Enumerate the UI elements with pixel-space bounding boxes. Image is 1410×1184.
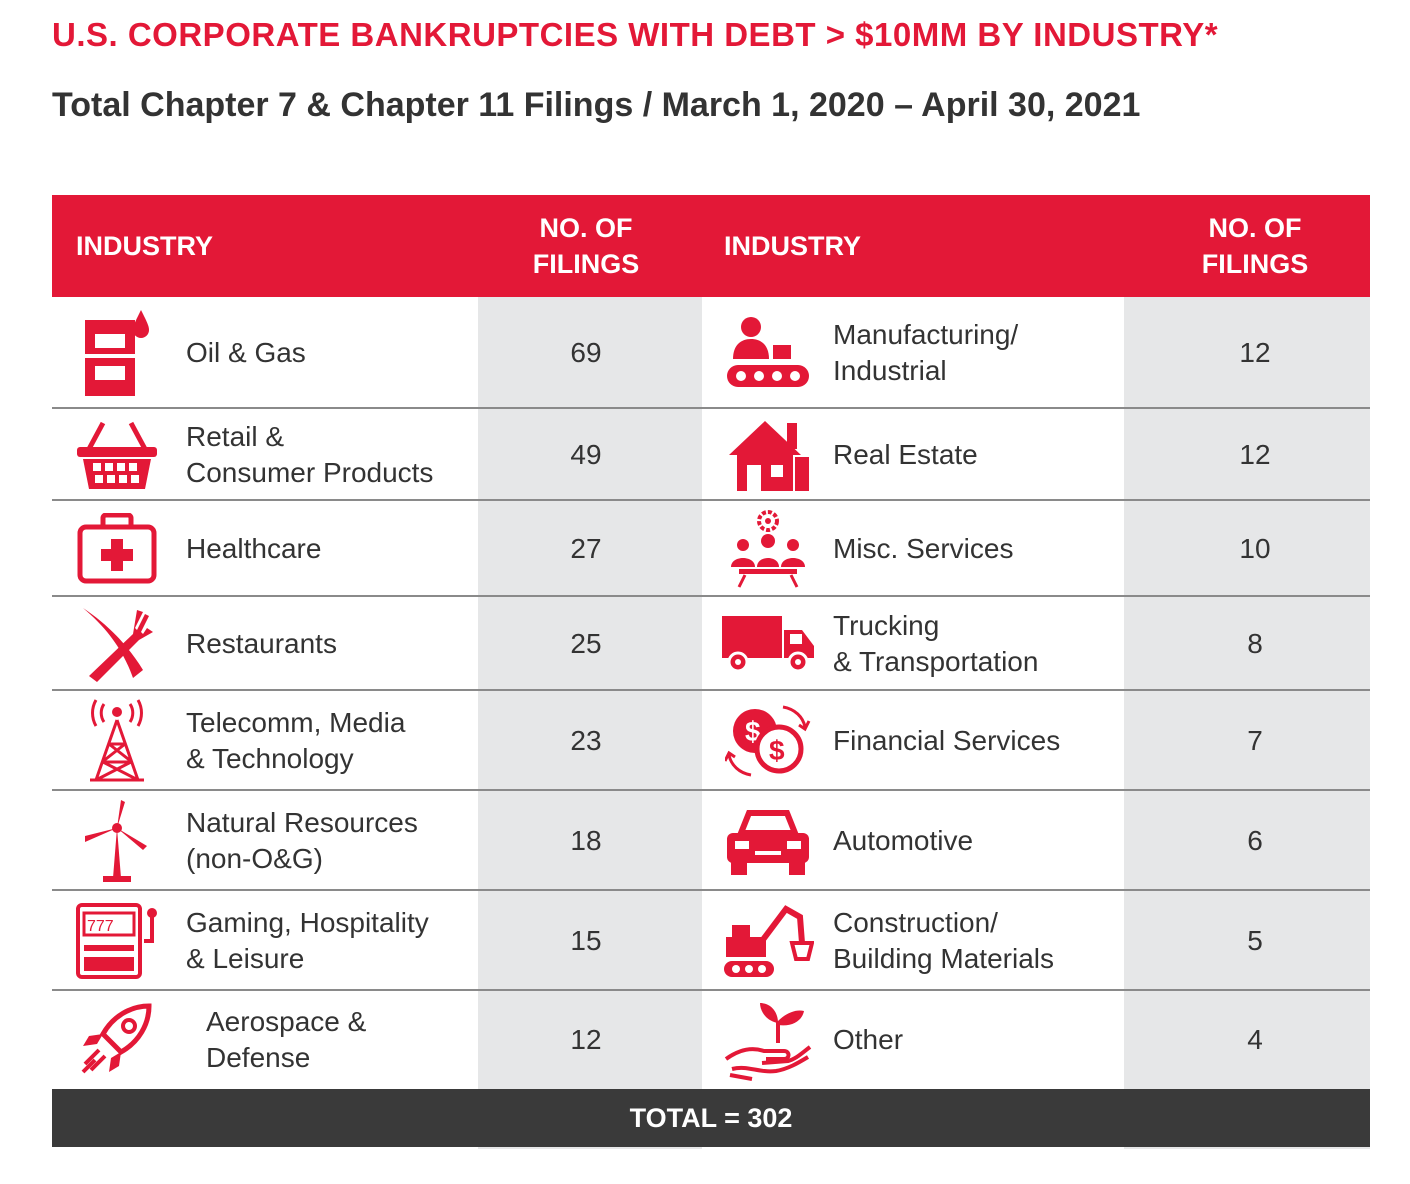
car-icon	[720, 791, 816, 891]
page-subtitle: Total Chapter 7 & Chapter 11 Filings / M…	[52, 86, 1141, 124]
header-filings-right: NO. OF FILINGS	[1201, 213, 1309, 279]
filings-count: 25	[570, 628, 602, 659]
filings-column-bg-right	[1124, 297, 1370, 1149]
filings-count: 23	[570, 725, 602, 756]
header-filings-left: NO. OF FILINGS	[532, 213, 640, 279]
filings-column-bg-left	[478, 297, 702, 1149]
table-row: Healthcare 27 Misc. Services 10	[52, 501, 1370, 597]
page-title: U.S. CORPORATE BANKRUPTCIES WITH DEBT > …	[52, 16, 1219, 53]
slot-machine-icon: 777	[72, 891, 162, 991]
industry-label: Aerospace & Defense	[206, 1006, 367, 1073]
filings-count: 7	[1247, 725, 1263, 756]
industry-label: Construction/ Building Materials	[833, 907, 1054, 974]
header-industry-right: INDUSTRY	[724, 230, 862, 261]
industry-label: Natural Resources (non-O&G)	[186, 807, 418, 874]
filings-count: 18	[570, 825, 602, 856]
table-row: Telecomm, Media & Technology 23 $ $ Financia…	[52, 691, 1370, 791]
industry-label: Oil & Gas	[186, 337, 306, 368]
table-header: INDUSTRY NO. OF FILINGS INDUSTRY NO. OF …	[52, 195, 1370, 297]
table-row: 777 Gaming, Hospitality & Leisure 15 Constr…	[52, 891, 1370, 991]
filings-count: 10	[1239, 533, 1271, 564]
house-icon	[720, 409, 816, 501]
industry-label: Trucking & Transportation	[833, 610, 1039, 677]
hand-sprout-icon	[720, 991, 816, 1089]
shopping-basket-icon	[72, 409, 162, 501]
oil-barrel-icon	[72, 297, 162, 409]
industry-label: Financial Services	[833, 725, 1061, 756]
radio-tower-icon	[72, 691, 162, 791]
table-row: Aerospace & Defense 12 Other 4	[52, 991, 1370, 1089]
industry-label: Gaming, Hospitality & Leisure	[186, 907, 429, 974]
header-industry-left: INDUSTRY	[76, 230, 214, 261]
team-meeting-gear-icon	[720, 501, 816, 597]
filings-count: 15	[570, 925, 602, 956]
table-body: Oil & Gas 69 Manufacturing/ Industrial 12 Re…	[52, 297, 1370, 1149]
table-row: Retail & Consumer Products 49 Real Estate 1…	[52, 409, 1370, 501]
excavator-icon	[720, 891, 816, 991]
wind-turbine-icon	[72, 791, 162, 891]
fork-knife-icon	[72, 597, 162, 691]
currency-exchange-icon: $ $	[720, 691, 816, 791]
table-row: Restaurants 25 Trucking & Transportation 8	[52, 597, 1370, 691]
total-bar: TOTAL = 302	[52, 1089, 1370, 1147]
filings-count: 8	[1247, 628, 1263, 659]
rocket-icon	[72, 991, 162, 1089]
table-row: Natural Resources (non-O&G) 18 Automotive 6	[52, 791, 1370, 891]
filings-count: 69	[570, 337, 602, 368]
filings-count: 27	[570, 533, 602, 564]
svg-text:777: 777	[87, 918, 114, 935]
filings-table: INDUSTRY NO. OF FILINGS INDUSTRY NO. OF …	[52, 195, 1370, 1149]
filings-count: 12	[1239, 337, 1271, 368]
filings-count: 49	[570, 439, 602, 470]
filings-count: 6	[1247, 825, 1263, 856]
filings-count: 4	[1247, 1024, 1263, 1055]
industry-label: Restaurants	[186, 628, 337, 659]
filings-count: 12	[1239, 439, 1271, 470]
svg-text:$: $	[769, 735, 785, 766]
industry-label: Retail & Consumer Products	[186, 421, 434, 488]
first-aid-kit-icon	[72, 501, 162, 597]
filings-count: 12	[570, 1024, 602, 1055]
industry-label: Telecomm, Media & Technology	[186, 707, 406, 774]
industry-label: Real Estate	[833, 439, 978, 470]
truck-icon	[720, 597, 816, 691]
industry-label: Other	[833, 1024, 904, 1055]
industry-label: Automotive	[833, 825, 974, 856]
industry-label: Manufacturing/ Industrial	[833, 319, 1019, 386]
filings-count: 5	[1247, 925, 1263, 956]
conveyor-worker-icon	[720, 297, 816, 409]
industry-label: Healthcare	[186, 533, 322, 564]
industry-label: Misc. Services	[833, 533, 1014, 564]
table-row: Oil & Gas 69 Manufacturing/ Industrial 12	[52, 297, 1370, 409]
